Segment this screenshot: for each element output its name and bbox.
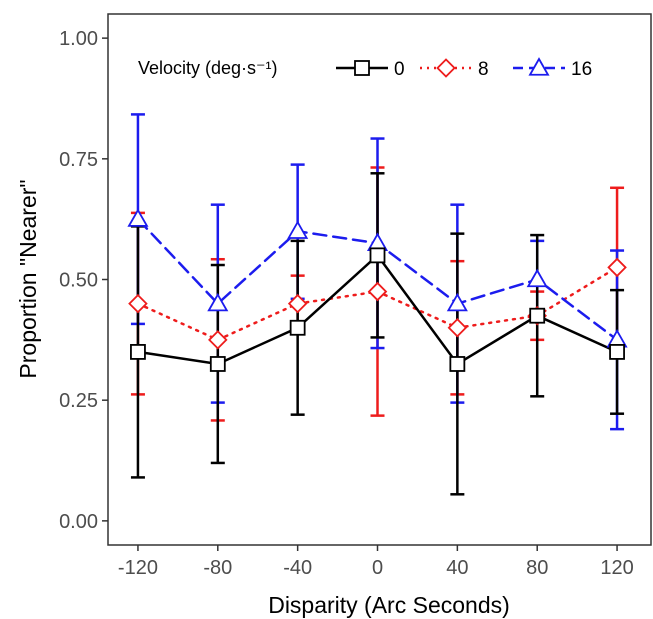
data-point-0 [289, 319, 306, 336]
y-axis-title: Proportion "Nearer" [15, 179, 41, 378]
x-tick-label: 80 [526, 557, 548, 579]
plot-panel-border [107, 13, 652, 546]
data-point-0 [609, 344, 625, 360]
data-point-0 [130, 344, 146, 360]
legend-title: Velocity (deg·s⁻¹) [138, 58, 278, 78]
x-tick-label: -120 [118, 557, 158, 579]
x-tick-label: 120 [600, 557, 633, 579]
data-point-0 [449, 356, 466, 372]
data-point-16 [526, 268, 548, 288]
data-point-8 [208, 330, 228, 350]
legend-label-0: 0 [394, 59, 405, 80]
data-point-0 [529, 307, 546, 324]
series-markers [127, 208, 628, 372]
data-point-8 [287, 293, 308, 314]
data-point-8 [607, 257, 627, 278]
legend: Velocity (deg·s⁻¹) 0 8 16 [138, 57, 592, 80]
y-tick-label: 0.25 [59, 390, 98, 412]
axes: 0.000.250.500.751.00-120 -80 -40 0 40 80 120 [59, 13, 652, 579]
data-point-8 [128, 293, 148, 314]
x-axis-title: Disparity (Arc Seconds) [268, 592, 510, 618]
legend-label-16: 16 [571, 59, 592, 80]
data-point-16 [287, 220, 309, 239]
data-point-16 [207, 292, 229, 312]
data-point-16 [127, 208, 149, 227]
data-point-0 [369, 247, 386, 264]
legend-label-8: 8 [478, 59, 489, 80]
data-point-0 [209, 356, 226, 372]
x-tick-label: -40 [283, 557, 312, 579]
x-tick-label: 40 [446, 557, 468, 579]
y-tick-label: 0.75 [59, 149, 98, 171]
y-tick-label: 0.50 [59, 270, 98, 292]
x-tick-label: -80 [203, 557, 232, 579]
y-tick-label: 1.00 [59, 28, 98, 50]
x-tick-label: 0 [372, 557, 383, 579]
legend-key-square-icon [354, 60, 370, 76]
data-point-8 [367, 281, 388, 302]
data-point-8 [447, 317, 468, 338]
legend-key-triangle-icon [528, 57, 550, 76]
data-point-16 [446, 292, 468, 312]
y-tick-label: 0.00 [59, 511, 98, 533]
legend-key-diamond-icon [436, 58, 456, 78]
error-bars [130, 113, 625, 496]
